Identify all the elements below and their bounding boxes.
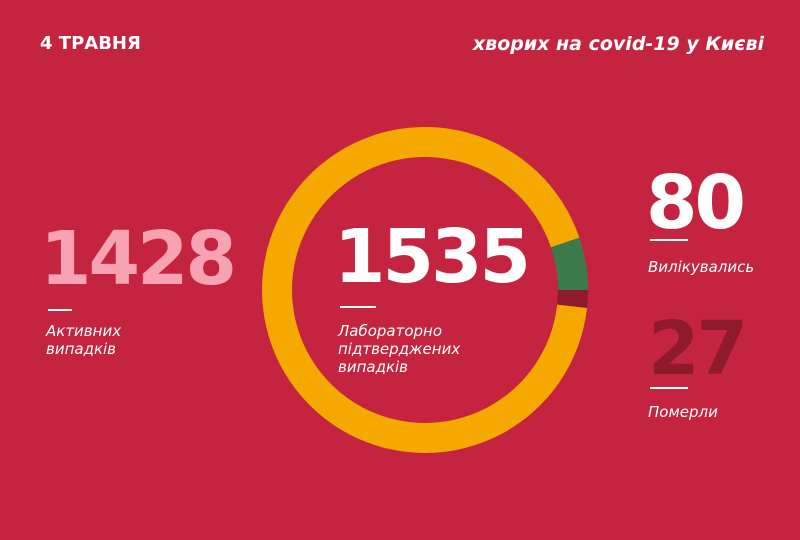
recovered-label: Вилікувались bbox=[648, 258, 755, 276]
total-label: Лабораторно підтверджених випадків bbox=[338, 322, 461, 376]
date: 4 ТРАВНЯ bbox=[40, 33, 141, 54]
recovered-value: 80 bbox=[646, 160, 746, 246]
deaths-value: 27 bbox=[648, 306, 748, 392]
total-value: 1535 bbox=[334, 214, 531, 300]
active-value: 1428 bbox=[40, 216, 237, 302]
divider bbox=[650, 387, 688, 389]
title: хворих на covid-19 у Києві bbox=[472, 33, 764, 55]
divider bbox=[650, 239, 688, 241]
donut-slice bbox=[557, 290, 588, 308]
donut-slice bbox=[550, 237, 588, 290]
active-label: Активних випадків bbox=[46, 322, 122, 358]
divider bbox=[48, 309, 72, 311]
divider bbox=[340, 306, 376, 308]
deaths-label: Померли bbox=[648, 403, 718, 421]
